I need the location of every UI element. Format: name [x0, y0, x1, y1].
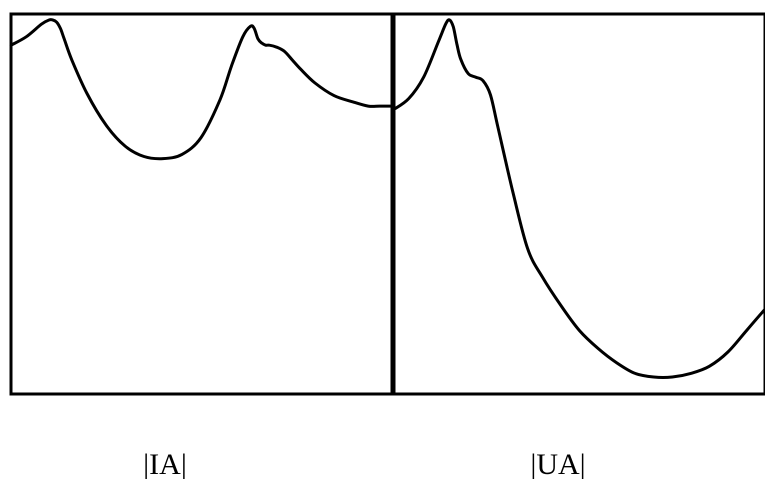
series-line	[9, 18, 393, 161]
panel-ua: |UA|	[392, 12, 765, 479]
series-line	[392, 18, 765, 379]
panel-frame	[9, 12, 394, 396]
panel-label: |UA|	[530, 448, 585, 479]
panel-label: |IA|	[143, 448, 187, 479]
panel-ia: |IA|	[9, 12, 394, 479]
panel-frame	[392, 12, 765, 396]
